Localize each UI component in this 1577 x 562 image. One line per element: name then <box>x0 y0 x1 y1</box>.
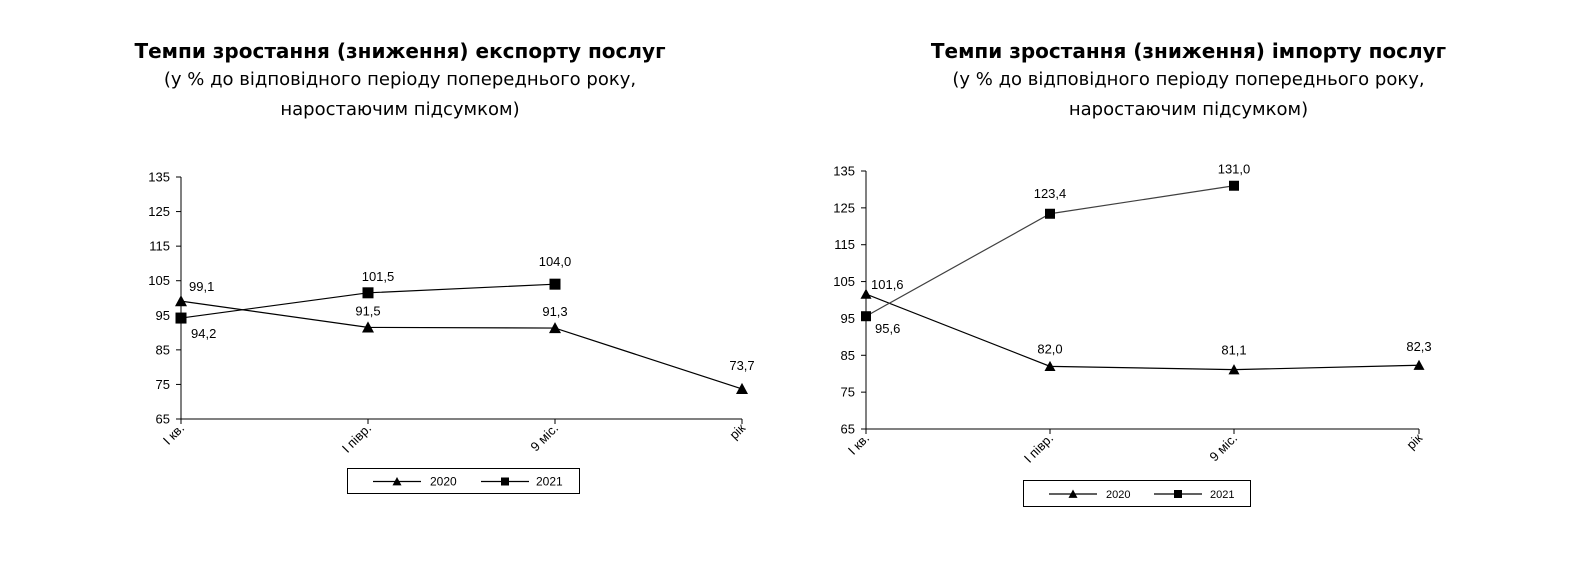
y-tick-label: 85 <box>156 342 170 357</box>
x-tick-label: рік <box>726 420 748 442</box>
chart-title: Темпи зростання (зниження) імпорту послу… <box>930 39 1447 63</box>
data-point-2020 <box>1228 364 1240 375</box>
chart-subtitle-line-2: наростаючим підсумком) <box>1068 99 1309 120</box>
data-point-2021 <box>861 311 871 322</box>
data-label: 81,1 <box>1221 343 1246 358</box>
data-label: 91,3 <box>542 304 567 319</box>
export-chart-panel: Темпи зростання (зниження) експорту посл… <box>0 38 800 494</box>
y-tick-label: 135 <box>148 170 170 185</box>
chart-title: Темпи зростання (зниження) експорту посл… <box>134 39 666 63</box>
data-label: 82,0 <box>1037 341 1062 356</box>
x-tick-label: І півр. <box>339 421 374 456</box>
chart-subtitle-line-1: (у % до відповідного періоду попередньог… <box>952 69 1425 90</box>
data-label: 82,3 <box>1406 339 1431 354</box>
legend-marker-2021 <box>1174 490 1182 498</box>
data-point-2020 <box>1044 360 1056 372</box>
import-chart-legend: 2020 2021 <box>1023 480 1251 507</box>
legend-marker-2021 <box>501 477 509 486</box>
legend-entries: 2020 2021 <box>373 475 563 489</box>
data-point-2020 <box>1413 359 1425 370</box>
export-chart-title-block: Темпи зростання (зниження) експорту посл… <box>0 38 800 125</box>
data-point-2020 <box>860 288 872 299</box>
data-point-2021 <box>1045 208 1055 219</box>
data-point-2020 <box>175 295 187 307</box>
chart-subtitle-line-2: наростаючим підсумком) <box>280 99 520 120</box>
y-tick-label: 105 <box>148 273 170 288</box>
series-points-2021: 95,6 123,4 131,0 <box>861 162 1250 336</box>
export-chart-legend: 2020 2021 <box>347 468 580 494</box>
y-tick-label: 65 <box>156 412 170 427</box>
data-label: 91,5 <box>355 303 380 318</box>
data-label: 73,7 <box>729 358 754 373</box>
y-tick-label: 95 <box>841 311 855 326</box>
y-tick-label: 125 <box>833 200 855 215</box>
data-label: 104,0 <box>539 254 572 269</box>
data-label: 131,0 <box>1218 162 1251 177</box>
series-points-2021: 94,2 101,5 104,0 <box>175 254 572 341</box>
y-tick-label: 115 <box>149 239 170 254</box>
y-tick-label: 65 <box>841 422 855 437</box>
series-line-2021 <box>865 185 1235 317</box>
legend-entries: 2020 2021 <box>1049 489 1234 501</box>
import-chart-title-block: Темпи зростання (зниження) імпорту послу… <box>800 38 1577 125</box>
data-label: 101,6 <box>871 277 904 292</box>
y-tick-label: 105 <box>833 274 855 289</box>
data-label: 94,2 <box>191 326 216 341</box>
data-point-2020 <box>736 382 748 395</box>
y-tick-label: 75 <box>156 377 170 392</box>
legend-marker-2020 <box>392 477 402 486</box>
data-label: 123,4 <box>1034 186 1067 201</box>
chart-subtitle-line-1: (у % до відповідного періоду попередньог… <box>163 69 637 90</box>
legend-label-2021: 2021 <box>1210 489 1234 501</box>
data-point-2021 <box>175 312 187 324</box>
data-point-2021 <box>362 287 374 299</box>
legend-label-2020: 2020 <box>1106 489 1130 501</box>
x-tick-label: 9 міс. <box>527 421 561 455</box>
y-tick-label: 85 <box>841 348 855 363</box>
import-chart-panel: Темпи зростання (зниження) імпорту послу… <box>800 0 1577 562</box>
x-tick-label: 9 міс. <box>1206 431 1240 465</box>
data-point-2021 <box>1229 180 1239 191</box>
x-tick-label: рік <box>1403 430 1425 452</box>
series-points-2020: 99,1 91,5 91,3 73,7 <box>175 279 755 395</box>
legend-label-2020: 2020 <box>430 475 457 489</box>
data-label: 101,5 <box>362 269 395 284</box>
y-tick-label: 125 <box>148 204 170 219</box>
series-line-2020 <box>865 293 1420 371</box>
x-tick-label: І півр. <box>1021 431 1056 466</box>
series-line-2020 <box>180 300 743 390</box>
y-tick-label: 135 <box>833 164 855 179</box>
y-tick-label: 75 <box>841 385 855 400</box>
y-tick-label: 95 <box>156 308 170 323</box>
y-tick-label: 115 <box>834 237 855 252</box>
legend-label-2021: 2021 <box>536 475 563 489</box>
data-point-2021 <box>549 278 561 290</box>
data-label: 99,1 <box>189 279 214 294</box>
data-point-2020 <box>549 322 561 334</box>
legend-marker-2020 <box>1068 489 1078 498</box>
data-point-2020 <box>362 321 374 333</box>
data-label: 95,6 <box>875 321 900 336</box>
series-points-2020: 101,6 82,0 81,1 82,3 <box>860 277 1432 375</box>
